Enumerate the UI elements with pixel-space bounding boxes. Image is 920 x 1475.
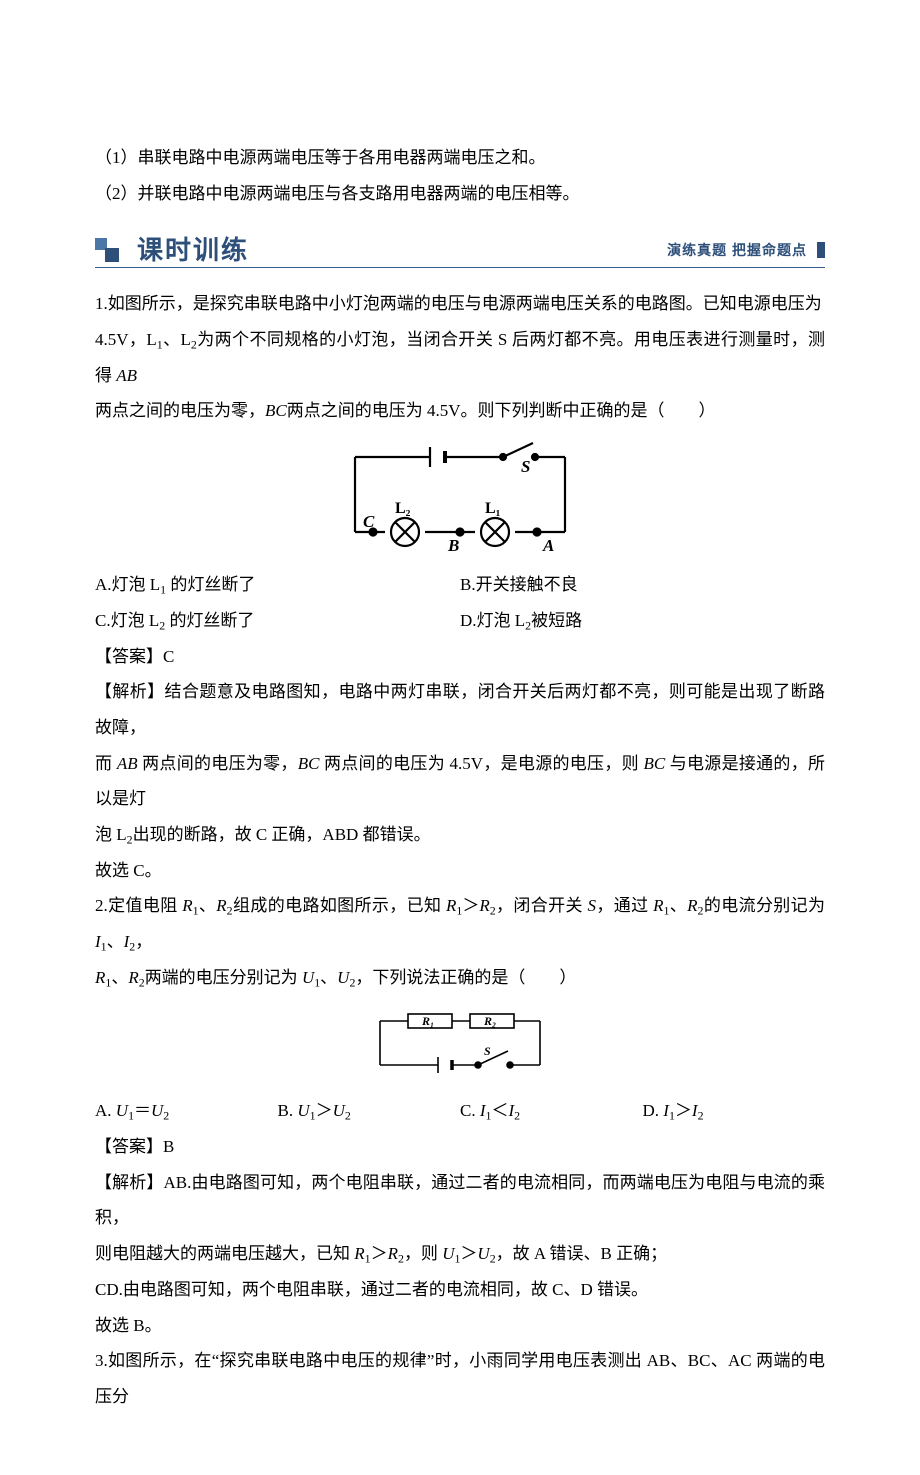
document-page: （1）串联电路中电源两端电压等于各用电器两端电压之和。 （2）并联电路中电源两端… — [0, 0, 920, 1475]
q1-explain-line1: 【解析】结合题意及电路图知，电路中两灯串联，闭合开关后两灯都不亮，则可能是出现了… — [95, 674, 825, 745]
q1-options-row1: A.灯泡 L1 的灯丝断了 B.开关接触不良 — [95, 567, 825, 603]
q1-option-c: C.灯泡 L2 的灯丝断了 — [95, 603, 460, 639]
banner-subtitle: 演练真题 把握命题点 — [667, 236, 807, 265]
q2-option-b: B. U1＞U2 — [278, 1093, 461, 1129]
q2-answer: 【答案】B — [95, 1129, 825, 1165]
q2-explain-line3: CD.由电路图可知，两个电阻串联，通过二者的电流相同，故 C、D 错误。 — [95, 1272, 825, 1308]
q1-stem-line1: 1.如图所示，是探究串联电路中小灯泡两端的电压与电源两端电压关系的电路图。已知电… — [95, 286, 825, 322]
banner-title: 课时训练 — [137, 223, 249, 278]
q1-stem-line2: 4.5V，L1、L2为两个不同规格的小灯泡，当闭合开关 S 后两灯都不亮。用电压… — [95, 322, 825, 393]
q1-explain-line2: 而 AB 两点间的电压为零，BC 两点间的电压为 4.5V，是电源的电压，则 B… — [95, 746, 825, 817]
svg-text:S: S — [484, 1044, 491, 1058]
q1-answer: 【答案】C — [95, 639, 825, 675]
q2-stem-line1: 2.定值电阻 R1、R2组成的电路如图所示，已知 R1＞R2，闭合开关 S，通过… — [95, 888, 825, 959]
banner-end-icon — [817, 242, 825, 258]
q2-explain-line2: 则电阻越大的两端电压越大，已知 R1＞R2，则 U1＞U2，故 A 错误、B 正… — [95, 1236, 825, 1272]
svg-text:R₂: R₂ — [483, 1014, 496, 1028]
svg-text:L₂: L₂ — [395, 500, 411, 517]
svg-text:L₁: L₁ — [485, 500, 501, 517]
q2-explain-line1: 【解析】AB.由电路图可知，两个电阻串联，通过二者的电流相同，而两端电压为电阻与… — [95, 1165, 825, 1236]
q2-options: A. U1＝U2 B. U1＞U2 C. I1＜I2 D. I1＞I2 — [95, 1093, 825, 1129]
q1-explain-line3: 泡 L2出现的断路，故 C 正确，ABD 都错误。 — [95, 817, 825, 853]
svg-text:B: B — [447, 536, 459, 555]
q1-circuit-diagram: S C B A L₂ L₁ — [95, 437, 825, 557]
q1-stem-line3: 两点之间的电压为零，BC两点之间的电压为 4.5V。则下列判断中正确的是（ ） — [95, 393, 825, 429]
q2-option-a: A. U1＝U2 — [95, 1093, 278, 1129]
q2-option-d: D. I1＞I2 — [643, 1093, 826, 1129]
svg-text:R₁: R₁ — [421, 1014, 434, 1028]
q2-conclusion: 故选 B。 — [95, 1308, 825, 1344]
q3-stem: 3.如图所示，在“探究串联电路中电压的规律”时，小雨同学用电压表测出 AB、BC… — [95, 1343, 825, 1414]
q1-option-b: B.开关接触不良 — [460, 567, 825, 603]
q2-stem-line2: R1、R2两端的电压分别记为 U1、U2，下列说法正确的是（ ） — [95, 960, 825, 996]
svg-text:S: S — [521, 457, 530, 476]
intro-line-1: （1）串联电路中电源两端电压等于各用电器两端电压之和。 — [95, 140, 825, 176]
svg-text:A: A — [542, 536, 554, 555]
q1-option-d: D.灯泡 L2被短路 — [460, 603, 825, 639]
q1-conclusion: 故选 C。 — [95, 853, 825, 889]
q1-options-row2: C.灯泡 L2 的灯丝断了 D.灯泡 L2被短路 — [95, 603, 825, 639]
svg-text:C: C — [363, 512, 375, 531]
intro-line-2: （2）并联电路中电源两端电压与各支路用电器两端的电压相等。 — [95, 176, 825, 212]
banner-glyph-icon — [95, 238, 125, 262]
q2-circuit-diagram: R₁ R₂ S — [95, 1003, 825, 1083]
q1-option-a: A.灯泡 L1 的灯丝断了 — [95, 567, 460, 603]
section-banner: 课时训练 演练真题 把握命题点 — [95, 233, 825, 268]
q2-option-c: C. I1＜I2 — [460, 1093, 643, 1129]
